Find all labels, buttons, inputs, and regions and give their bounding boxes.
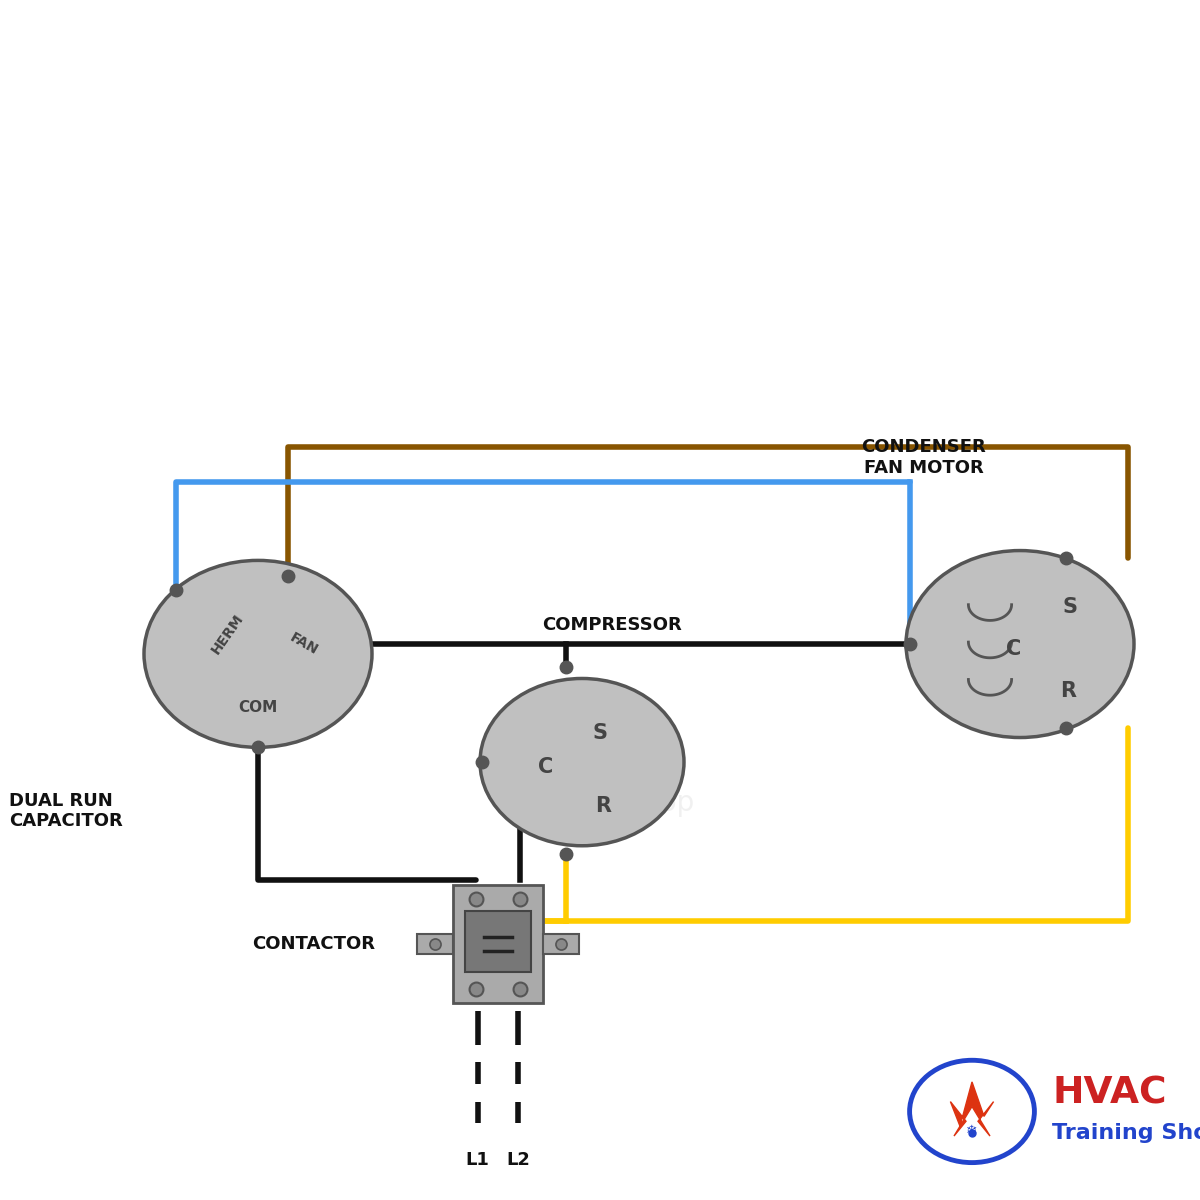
Text: HVAC
Training Shop: HVAC Training Shop <box>506 756 694 817</box>
Bar <box>542 935 580 954</box>
Polygon shape <box>950 1082 994 1136</box>
Text: L1: L1 <box>466 1151 490 1169</box>
Text: AC Dual Run Capacitor: AC Dual Run Capacitor <box>124 35 1076 108</box>
Text: R: R <box>595 797 612 816</box>
Circle shape <box>906 551 1134 738</box>
Text: COM: COM <box>239 701 277 715</box>
Text: DUAL RUN
CAPACITOR: DUAL RUN CAPACITOR <box>10 792 122 830</box>
Bar <box>454 886 542 1003</box>
Text: HERM: HERM <box>209 612 247 656</box>
Text: CONTACTOR: CONTACTOR <box>252 935 374 953</box>
Bar <box>466 911 530 972</box>
Text: ❄: ❄ <box>966 1124 978 1138</box>
Bar <box>418 935 454 954</box>
Text: HVAC: HVAC <box>1052 1075 1166 1111</box>
Text: R: R <box>1060 682 1076 701</box>
Text: Sample Wiring Diagram: Sample Wiring Diagram <box>100 132 1100 205</box>
Text: Training Shop: Training Shop <box>1052 1123 1200 1144</box>
Text: FAN: FAN <box>287 630 320 658</box>
Text: S: S <box>593 722 607 743</box>
Text: L2: L2 <box>506 1151 530 1169</box>
Circle shape <box>910 1061 1034 1163</box>
Circle shape <box>144 560 372 748</box>
Text: C: C <box>539 757 553 778</box>
Text: COMPRESSOR: COMPRESSOR <box>542 617 682 634</box>
Text: S: S <box>1063 596 1078 617</box>
Text: C: C <box>1007 638 1021 659</box>
Text: CONDENSER
FAN MOTOR: CONDENSER FAN MOTOR <box>862 438 986 476</box>
Circle shape <box>480 678 684 846</box>
